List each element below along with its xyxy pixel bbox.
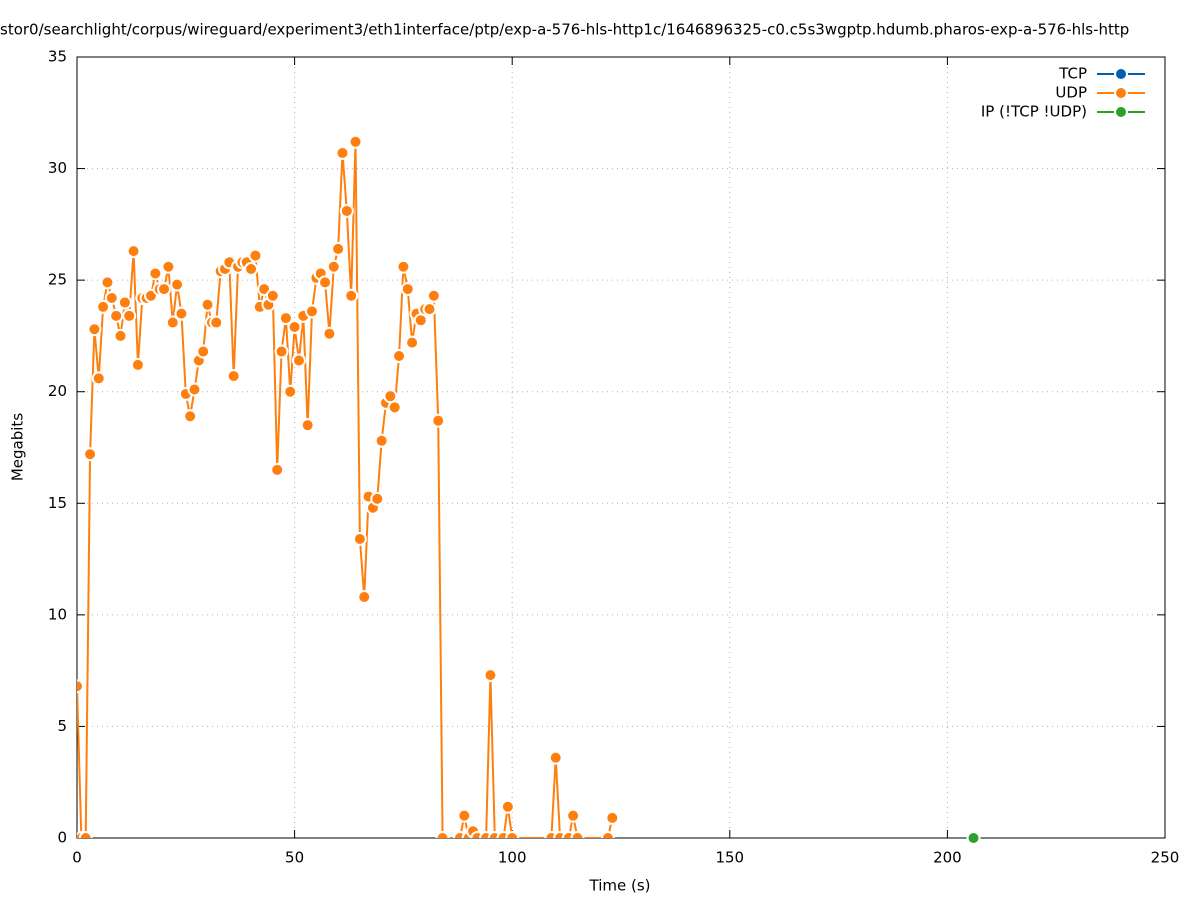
data-point — [344, 288, 359, 303]
data-point — [83, 447, 98, 462]
legend-label: IP (!TCP !UDP) — [981, 103, 1087, 121]
data-point — [270, 462, 285, 477]
plot-area — [77, 134, 620, 838]
data-point — [174, 306, 189, 321]
legend-marker — [1114, 86, 1128, 100]
data-point — [109, 308, 124, 323]
x-axis-label: Time (s) — [589, 877, 651, 895]
data-point — [457, 808, 472, 823]
series-line — [77, 141, 614, 838]
data-point — [566, 808, 581, 823]
data-point — [605, 810, 620, 825]
data-point — [966, 831, 981, 845]
data-point — [265, 288, 280, 303]
legend-label: TCP — [1058, 65, 1087, 83]
data-point — [326, 259, 341, 274]
data-point — [291, 353, 306, 368]
data-point — [357, 590, 372, 605]
chart-title: stor0/searchlight/corpus/wireguard/exper… — [0, 21, 1129, 39]
y-tick-label: 5 — [57, 717, 67, 735]
data-point — [300, 418, 315, 433]
legend-marker — [1114, 67, 1128, 81]
data-point — [91, 371, 106, 386]
data-point — [392, 349, 407, 364]
data-point — [387, 400, 402, 415]
data-point — [405, 335, 420, 350]
data-point — [570, 831, 585, 838]
data-point — [505, 831, 520, 838]
data-point — [122, 308, 137, 323]
x-tick-label: 150 — [715, 849, 744, 867]
y-axis-label: Megabits — [9, 413, 27, 481]
data-point — [78, 831, 93, 838]
data-point — [226, 369, 241, 384]
legend-marker — [1114, 105, 1128, 119]
data-point — [374, 433, 389, 448]
data-point — [148, 266, 163, 281]
data-point — [352, 531, 367, 546]
y-tick-label: 10 — [48, 605, 67, 623]
data-point — [435, 831, 450, 838]
data-point — [278, 311, 293, 326]
data-point — [183, 409, 198, 424]
y-tick-label: 25 — [48, 271, 67, 289]
data-point — [161, 259, 176, 274]
data-point — [548, 750, 563, 765]
data-point — [287, 320, 302, 335]
data-point — [335, 145, 350, 160]
x-tick-label: 100 — [498, 849, 527, 867]
data-point — [248, 248, 263, 263]
data-point — [77, 679, 84, 694]
data-point — [500, 799, 515, 814]
data-point — [483, 668, 498, 683]
data-point — [348, 134, 363, 149]
data-point — [100, 275, 115, 290]
data-point — [196, 344, 211, 359]
data-point — [126, 244, 141, 259]
y-tick-label: 0 — [57, 829, 67, 847]
data-point — [396, 259, 411, 274]
data-point — [130, 357, 145, 372]
data-point — [305, 304, 320, 319]
x-tick-label: 250 — [1151, 849, 1180, 867]
data-point — [283, 384, 298, 399]
data-point — [322, 326, 337, 341]
data-point — [422, 302, 437, 317]
y-tick-label: 15 — [48, 494, 67, 512]
x-tick-label: 200 — [933, 849, 962, 867]
y-tick-label: 30 — [48, 159, 67, 177]
data-point — [157, 282, 172, 297]
data-point — [400, 282, 415, 297]
data-point — [200, 297, 215, 312]
y-tick-label: 35 — [48, 48, 67, 66]
x-tick-label: 50 — [285, 849, 304, 867]
data-point — [274, 344, 289, 359]
x-tick-label: 0 — [72, 849, 82, 867]
data-point — [600, 831, 615, 838]
data-point — [426, 288, 441, 303]
data-point — [87, 322, 102, 337]
data-point — [104, 290, 119, 305]
data-point — [165, 315, 180, 330]
data-point — [96, 299, 111, 314]
data-point — [117, 295, 132, 310]
data-point — [318, 275, 333, 290]
data-point — [187, 382, 202, 397]
y-tick-label: 20 — [48, 382, 67, 400]
plot-border — [76, 56, 1166, 839]
data-point — [170, 277, 185, 292]
data-point — [370, 491, 385, 506]
data-point — [431, 413, 446, 428]
data-point — [113, 328, 128, 343]
legend-label: UDP — [1055, 84, 1087, 102]
data-point — [209, 315, 224, 330]
data-point — [244, 261, 259, 276]
data-point — [331, 241, 346, 256]
data-point — [339, 203, 354, 218]
